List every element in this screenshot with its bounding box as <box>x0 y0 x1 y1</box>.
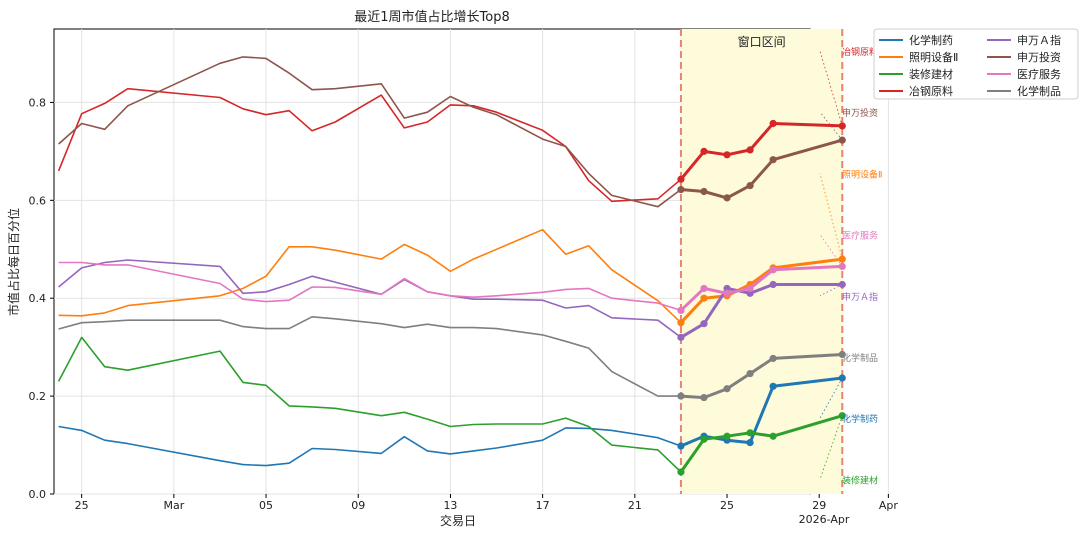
legend-item: 医疗服务 <box>1017 67 1061 81</box>
highlight-line-6 <box>680 138 843 200</box>
x-tick-label: Mar <box>163 499 184 512</box>
data-point <box>677 319 685 327</box>
axes: 0.0 0.2 0.4 0.6 0.8 25 Mar 05 09 13 17 21 25 29 Apr <box>29 96 899 512</box>
data-point <box>746 284 754 293</box>
data-point <box>700 435 708 443</box>
data-point <box>769 266 777 274</box>
legend-box <box>873 28 1079 100</box>
end-label: 装修建材 <box>842 474 878 486</box>
data-point <box>723 432 731 440</box>
data-point <box>769 156 777 164</box>
chart-title: 最近1周市值占比增长Top8 <box>354 9 509 25</box>
x-tick-label: 29 <box>812 499 826 512</box>
data-point <box>700 393 708 402</box>
leader-line <box>819 284 843 297</box>
end-label: 化学制药 <box>842 413 878 425</box>
data-point <box>746 146 754 154</box>
data-point <box>700 320 708 328</box>
highlight-group <box>677 119 846 476</box>
legend-item: 装修建材 <box>909 67 953 81</box>
leader-line <box>819 415 843 480</box>
data-point <box>746 182 754 190</box>
x-offset-label: 2026-Apr <box>799 513 850 526</box>
data-point <box>677 185 685 194</box>
x-tick-label: 25 <box>720 499 734 512</box>
legend-item: 化学制品 <box>1017 84 1061 98</box>
y-tick-label: 0.6 <box>29 194 47 207</box>
data-point <box>700 187 708 196</box>
y-tick-label: 0.0 <box>29 488 47 501</box>
y-tick-label: 0.4 <box>29 292 47 305</box>
data-point <box>677 306 685 315</box>
highlight-line-4 <box>679 122 843 181</box>
data-point <box>746 429 754 437</box>
data-point <box>677 392 685 400</box>
highlight-line-8 <box>680 353 843 400</box>
x-tick-label: Apr <box>879 499 899 512</box>
data-point <box>677 468 685 476</box>
data-point <box>700 284 708 293</box>
legend-item: 照明设备Ⅱ <box>909 50 958 64</box>
data-point <box>746 369 754 378</box>
data-point <box>677 175 685 183</box>
window-label: 窗口区间 <box>738 35 786 49</box>
leader-line <box>819 173 843 260</box>
end-label: 申万Ａ指 <box>842 291 878 303</box>
end-label: 化学制品 <box>842 352 878 364</box>
x-tick-label: 05 <box>259 499 273 512</box>
legend-item: 化学制药 <box>909 33 953 47</box>
leader-line <box>819 234 843 267</box>
y-axis-label: 市值占比每日百分位 <box>6 208 21 316</box>
y-tick-label: 0.2 <box>29 390 47 403</box>
x-tick-label: 17 <box>536 499 550 512</box>
data-point <box>723 194 731 202</box>
highlight-line-3 <box>679 414 843 473</box>
x-tick-label: 13 <box>443 499 457 512</box>
data-point <box>769 354 777 363</box>
data-point <box>769 280 777 289</box>
data-point <box>677 333 685 341</box>
legend-item: 申万Ａ指 <box>1017 33 1061 47</box>
y-tick-label: 0.8 <box>29 96 47 109</box>
data-point <box>700 294 708 302</box>
legend-item: 冶钢原料 <box>909 84 953 98</box>
data-point <box>723 289 731 297</box>
x-tick-label: 21 <box>628 499 642 512</box>
end-label: 医疗服务 <box>842 230 878 242</box>
data-point <box>769 382 777 390</box>
highlight-line-1 <box>680 376 843 448</box>
x-tick-label: 09 <box>351 499 365 512</box>
data-point <box>723 385 731 393</box>
leader-line <box>819 50 843 127</box>
data-point <box>677 442 685 450</box>
data-point <box>723 151 731 159</box>
data-point <box>746 439 754 447</box>
data-point <box>700 147 708 155</box>
end-label: 照明设备Ⅱ <box>842 168 882 180</box>
data-point <box>769 119 777 128</box>
legend-item: 申万投资 <box>1017 50 1061 64</box>
end-label: 冶钢原料 <box>842 46 878 58</box>
x-tick-label: 25 <box>75 499 89 512</box>
highlight-line-7 <box>679 264 843 312</box>
end-label: 申万投资 <box>842 107 878 119</box>
data-point <box>769 432 777 440</box>
x-axis-label: 交易日 <box>440 513 476 528</box>
